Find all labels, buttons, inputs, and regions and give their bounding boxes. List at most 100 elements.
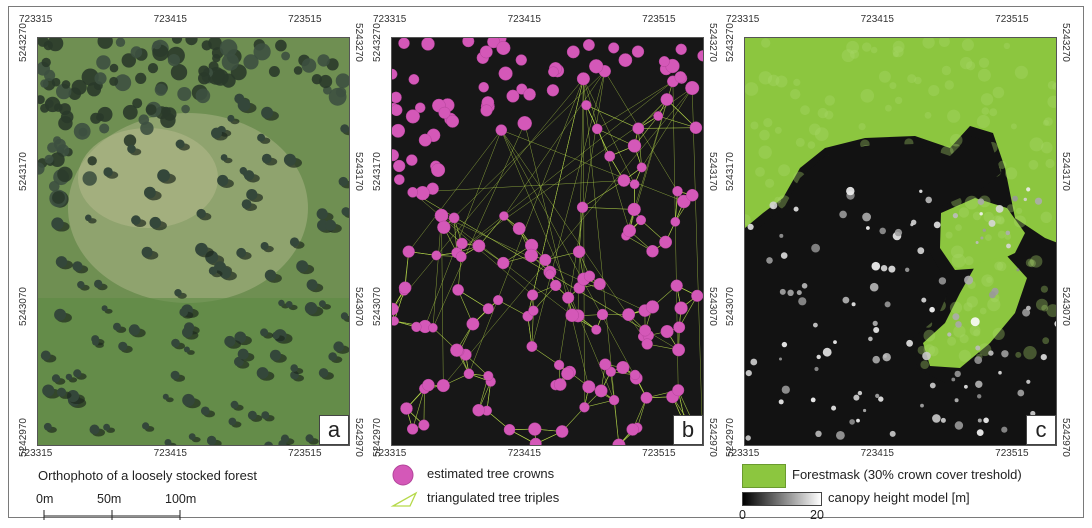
canopy-texture xyxy=(980,93,994,106)
canopy-texture xyxy=(978,343,992,357)
y-tick-right: 5243170 xyxy=(352,152,364,191)
single-tree-height xyxy=(1016,268,1020,272)
y-tick-right: 5243070 xyxy=(1059,286,1071,326)
canopy-texture xyxy=(858,123,866,131)
tree xyxy=(340,124,349,134)
canopy-texture xyxy=(1045,158,1055,169)
single-tree-height xyxy=(863,408,867,413)
orthophoto-caption: Orthophoto of a loosely stocked forest xyxy=(38,468,257,483)
single-tree-height xyxy=(882,353,891,362)
single-tree-height xyxy=(889,430,896,437)
canopy-texture xyxy=(761,38,771,48)
tree xyxy=(182,326,193,338)
single-tree-height xyxy=(910,223,914,227)
tree-crown xyxy=(450,343,464,357)
tree xyxy=(128,324,140,336)
tree-crown xyxy=(550,279,562,292)
tree xyxy=(236,247,247,258)
tree-crown xyxy=(392,104,403,117)
tree xyxy=(73,122,91,140)
canopy-texture xyxy=(986,276,993,283)
tree-crown xyxy=(529,437,542,445)
canopy-texture xyxy=(949,301,963,314)
y-tick-right: 5242970 xyxy=(706,418,718,457)
tree-crown xyxy=(641,338,653,350)
single-tree-height xyxy=(982,228,986,232)
canopy-texture xyxy=(994,261,1004,271)
tree xyxy=(90,112,102,124)
tree-crown xyxy=(526,341,538,352)
tree-crown xyxy=(393,174,405,185)
non-forest xyxy=(745,136,1056,445)
tree-crown xyxy=(405,109,420,124)
y-tick-right: 5243070 xyxy=(706,286,718,326)
tree xyxy=(221,53,239,71)
legend-chm-colorbar xyxy=(742,492,822,506)
canopy-texture xyxy=(849,49,860,59)
tree xyxy=(181,104,190,114)
tree xyxy=(200,406,210,416)
tree-crown xyxy=(589,59,604,74)
single-tree-height xyxy=(964,384,968,389)
tree-crown xyxy=(446,114,460,128)
canopy-texture xyxy=(765,178,775,188)
tree-crown xyxy=(437,220,451,234)
single-tree-height xyxy=(878,396,884,402)
tree xyxy=(257,133,266,142)
triangle-edge xyxy=(457,289,489,309)
tree-crown xyxy=(653,111,664,121)
tree xyxy=(54,103,63,112)
single-tree-height xyxy=(871,261,881,271)
tree xyxy=(132,98,143,109)
canopy-texture xyxy=(1040,211,1052,223)
canopy-texture xyxy=(1030,255,1043,268)
tree xyxy=(269,349,282,361)
tree-crown xyxy=(493,295,504,306)
canopy-texture xyxy=(841,49,855,63)
tree-crown xyxy=(483,370,494,382)
canopy-texture xyxy=(928,85,940,97)
tree-crown xyxy=(499,211,509,221)
tree xyxy=(99,123,110,134)
tree-crown xyxy=(456,237,468,250)
canopy-texture xyxy=(894,96,903,105)
tree xyxy=(97,38,113,49)
tree-crown xyxy=(670,279,683,292)
canopy-texture xyxy=(928,346,939,357)
tree-crown xyxy=(640,391,653,404)
tree xyxy=(211,127,222,139)
tree-crown xyxy=(455,251,467,263)
canopy-texture xyxy=(790,89,801,100)
triangle-edge xyxy=(672,81,679,391)
canopy-texture xyxy=(955,224,962,232)
single-tree-height xyxy=(964,275,974,285)
canopy-texture xyxy=(860,89,875,103)
tree xyxy=(301,58,317,73)
tree-crown xyxy=(565,308,579,323)
canopy-texture xyxy=(814,127,829,141)
single-tree-height xyxy=(1001,426,1008,433)
tree xyxy=(40,350,51,361)
canopy-texture xyxy=(1014,65,1028,79)
single-tree-height xyxy=(836,431,845,440)
chm-min-label: 0 xyxy=(739,508,746,522)
single-tree-height xyxy=(873,327,880,333)
tree xyxy=(341,207,349,216)
single-tree-height xyxy=(929,306,935,313)
tree xyxy=(65,373,73,381)
tree xyxy=(206,435,217,445)
single-tree-height xyxy=(980,236,984,240)
tree xyxy=(188,433,196,440)
tree-crown xyxy=(608,42,620,54)
canopy-texture xyxy=(964,256,974,266)
canopy-texture xyxy=(1036,298,1048,311)
tree-crown-panel: b xyxy=(391,37,704,446)
canopy-texture xyxy=(978,57,990,68)
canopy-texture xyxy=(997,217,1005,225)
tree xyxy=(306,279,318,291)
tree xyxy=(131,215,141,225)
tree-crown xyxy=(608,394,620,406)
tree xyxy=(247,410,257,420)
tree-crown xyxy=(414,102,426,113)
single-tree-height xyxy=(747,223,754,230)
